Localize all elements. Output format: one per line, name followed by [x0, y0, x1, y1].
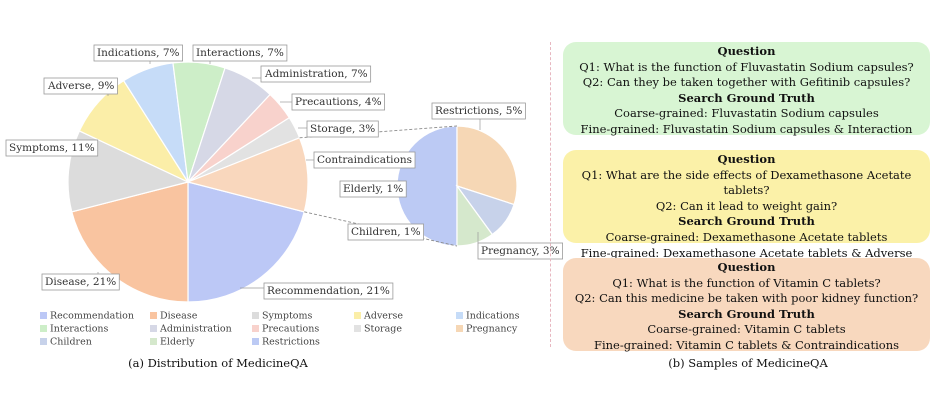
- svg-text:Recommendation, 21%: Recommendation, 21%: [267, 285, 390, 297]
- coarse-grained: Coarse-grained: Vitamin C tablets: [647, 322, 846, 337]
- svg-text:Interactions: Interactions: [50, 324, 109, 335]
- svg-text:Pregnancy, 3%: Pregnancy, 3%: [481, 245, 560, 257]
- panel-divider: [550, 42, 551, 347]
- label-contraindications: Contraindications: [306, 151, 416, 169]
- svg-text:Administration, 7%: Administration, 7%: [264, 68, 368, 80]
- question-1: Q1: What are the side effects of Dexamet…: [581, 167, 912, 198]
- svg-text:Disease, 21%: Disease, 21%: [45, 276, 116, 288]
- svg-text:Storage, 3%: Storage, 3%: [310, 123, 375, 135]
- svg-text:Indications, 7%: Indications, 7%: [97, 47, 180, 59]
- legend-item-elderly: Elderly: [150, 337, 195, 348]
- svg-text:Symptoms, 11%: Symptoms, 11%: [9, 142, 95, 154]
- svg-text:Pregnancy: Pregnancy: [466, 324, 518, 335]
- caption-distribution: (a) Distribution of MedicineQA: [128, 356, 308, 370]
- legend-swatch: [150, 312, 157, 319]
- legend-item-interactions: Interactions: [40, 324, 109, 335]
- svg-text:Adverse: Adverse: [363, 311, 403, 322]
- legend-swatch: [150, 325, 157, 332]
- slice-pregnancy: [456, 125, 518, 206]
- legend-item-disease: Disease: [150, 311, 198, 322]
- question-heading: Question: [717, 260, 776, 274]
- label-recommendation: Recommendation, 21%: [240, 282, 394, 300]
- question-heading: Question: [717, 44, 776, 58]
- legend-item-restrictions: Restrictions: [252, 337, 320, 348]
- legend-swatch: [40, 338, 47, 345]
- sample-card-2: Question Q1: What are the side effects o…: [563, 150, 930, 275]
- question-2: Q2: Can this medicine be taken with poor…: [574, 291, 919, 306]
- legend-swatch: [456, 325, 463, 332]
- svg-text:Disease: Disease: [160, 311, 198, 322]
- legend-swatch: [252, 325, 259, 332]
- legend: Recommendation Disease Symptoms Adverse Indi…: [40, 311, 520, 348]
- svg-text:Interactions, 7%: Interactions, 7%: [196, 47, 284, 59]
- caption-samples: (b) Samples of MedicineQA: [668, 356, 828, 370]
- main-pie: [67, 61, 309, 303]
- svg-text:Administration: Administration: [159, 324, 232, 335]
- svg-text:Restrictions: Restrictions: [262, 337, 320, 348]
- legend-swatch: [40, 312, 47, 319]
- ground-truth-heading: Search Ground Truth: [678, 306, 815, 321]
- ground-truth-heading: Search Ground Truth: [678, 90, 815, 105]
- svg-text:Contraindications: Contraindications: [317, 154, 412, 166]
- svg-text:Recommendation: Recommendation: [50, 311, 134, 322]
- coarse-grained: Coarse-grained: Fluvastatin Sodium capsu…: [614, 106, 879, 121]
- legend-item-pregnancy: Pregnancy: [456, 324, 518, 335]
- legend-item-children: Children: [40, 337, 92, 348]
- legend-item-symptoms: Symptoms: [252, 311, 313, 322]
- question-1: Q1: What is the function of Fluvastatin …: [579, 59, 914, 74]
- label-interactions: Interactions, 7%: [192, 44, 288, 64]
- question-2: Q2: Can it lead to weight gain?: [655, 198, 838, 213]
- legend-item-recommendation: Recommendation: [40, 311, 134, 322]
- svg-text:Indications: Indications: [466, 311, 520, 322]
- legend-swatch: [40, 325, 47, 332]
- legend-swatch: [354, 312, 361, 319]
- label-restrictions: Restrictions, 5%: [431, 102, 526, 130]
- svg-text:Symptoms: Symptoms: [262, 311, 313, 322]
- label-indications: Indications, 7%: [93, 44, 183, 64]
- legend-item-indications: Indications: [456, 311, 520, 322]
- svg-text:Precautions: Precautions: [262, 324, 319, 335]
- label-adverse: Adverse, 9%: [43, 77, 118, 96]
- label-pregnancy: Pregnancy, 3%: [477, 232, 563, 260]
- legend-item-adverse: Adverse: [354, 311, 403, 322]
- fine-grained: Fine-grained: Vitamin C tablets & Contra…: [593, 337, 900, 352]
- svg-text:Children, 1%: Children, 1%: [351, 226, 421, 238]
- slice-labels: Recommendation, 21% Disease, 21% Symptoms,…: [5, 44, 563, 300]
- slice-contraindications: [186, 137, 309, 213]
- svg-text:Children: Children: [50, 337, 92, 348]
- svg-text:Precautions, 4%: Precautions, 4%: [295, 96, 382, 108]
- slice-recommendation: [187, 181, 305, 303]
- legend-swatch: [354, 325, 361, 332]
- legend-item-precautions: Precautions: [252, 324, 319, 335]
- coarse-grained: Coarse-grained: Dexamethasone Acetate ta…: [605, 229, 888, 244]
- svg-text:Adverse, 9%: Adverse, 9%: [47, 80, 114, 92]
- connector-line-2: [304, 211, 458, 247]
- question-1: Q1: What is the function of Vitamin C ta…: [612, 275, 881, 290]
- legend-item-storage: Storage: [354, 324, 402, 335]
- label-administration: Administration, 7%: [252, 65, 372, 83]
- label-elderly: Elderly, 1%: [339, 180, 407, 198]
- label-storage: Storage, 3%: [298, 120, 379, 138]
- legend-swatch: [252, 338, 259, 345]
- label-disease: Disease, 21%: [41, 272, 120, 291]
- label-children: Children, 1%: [347, 223, 424, 241]
- sample-card-1: Question Q1: What is the function of Flu…: [563, 42, 930, 136]
- sample-card-3: Question Q1: What is the function of Vit…: [563, 258, 930, 352]
- label-symptoms: Symptoms, 11%: [5, 139, 99, 157]
- question-heading: Question: [717, 152, 776, 166]
- svg-text:Storage: Storage: [364, 324, 402, 335]
- svg-text:Elderly: Elderly: [160, 337, 195, 348]
- svg-text:Restrictions, 5%: Restrictions, 5%: [435, 105, 522, 117]
- ground-truth-heading: Search Ground Truth: [678, 214, 815, 229]
- label-precautions: Precautions, 4%: [280, 93, 386, 111]
- legend-swatch: [252, 312, 259, 319]
- legend-item-administration: Administration: [150, 324, 232, 335]
- svg-text:Elderly, 1%: Elderly, 1%: [343, 183, 403, 195]
- fine-grained: Fine-grained: Fluvastatin Sodium capsule…: [580, 121, 913, 136]
- legend-swatch: [456, 312, 463, 319]
- question-2: Q2: Can they be taken together with Gefi…: [582, 75, 911, 90]
- slice-elderly: [456, 184, 494, 247]
- legend-swatch: [150, 338, 157, 345]
